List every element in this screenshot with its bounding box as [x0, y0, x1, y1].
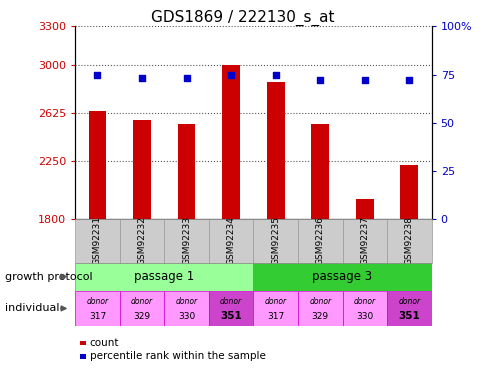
Bar [209, 219, 253, 262]
Point [316, 77, 323, 83]
Bar [209, 291, 253, 326]
Text: 351: 351 [398, 311, 419, 321]
Text: individual: individual [5, 303, 59, 313]
Bar [342, 291, 386, 326]
Text: donor: donor [309, 297, 331, 306]
Text: passage 3: passage 3 [312, 270, 372, 283]
Text: passage 1: passage 1 [134, 270, 194, 283]
Bar [164, 291, 209, 326]
Point [405, 77, 412, 83]
Bar [297, 291, 342, 326]
Point [182, 75, 190, 81]
Bar [297, 219, 342, 262]
Bar [266, 82, 284, 219]
Text: GSM92233: GSM92233 [182, 216, 191, 266]
Bar [75, 262, 253, 291]
Bar [311, 124, 329, 219]
Text: 317: 317 [89, 312, 106, 321]
Bar [400, 165, 417, 219]
Point [227, 72, 235, 78]
Text: count: count [90, 338, 119, 348]
Text: donor: donor [264, 297, 286, 306]
Point [93, 72, 101, 78]
Bar [177, 124, 195, 219]
Bar [355, 199, 373, 219]
Bar [253, 262, 431, 291]
Text: 330: 330 [178, 312, 195, 321]
Bar [75, 291, 120, 326]
Text: GSM92237: GSM92237 [360, 216, 368, 266]
Point [271, 72, 279, 78]
Bar [342, 219, 386, 262]
Text: GSM92234: GSM92234 [226, 216, 235, 266]
Text: percentile rank within the sample: percentile rank within the sample [90, 351, 265, 361]
Text: GSM92236: GSM92236 [315, 216, 324, 266]
Text: 330: 330 [355, 312, 373, 321]
Point [360, 77, 368, 83]
Bar [253, 291, 297, 326]
Text: growth protocol: growth protocol [5, 272, 92, 282]
Text: 351: 351 [220, 311, 242, 321]
Text: donor: donor [175, 297, 197, 306]
Text: donor: donor [86, 297, 108, 306]
Bar [222, 65, 240, 219]
Text: 329: 329 [133, 312, 150, 321]
Text: 317: 317 [267, 312, 284, 321]
Point [138, 75, 146, 81]
Bar [164, 219, 209, 262]
Bar [253, 219, 297, 262]
Bar [120, 291, 164, 326]
Text: GSM92238: GSM92238 [404, 216, 413, 266]
Bar [75, 219, 120, 262]
Text: GSM92231: GSM92231 [93, 216, 102, 266]
Text: donor: donor [131, 297, 153, 306]
Bar [133, 120, 151, 219]
Text: GSM92235: GSM92235 [271, 216, 280, 266]
Bar [120, 219, 164, 262]
Text: 329: 329 [311, 312, 328, 321]
Text: GDS1869 / 222130_s_at: GDS1869 / 222130_s_at [151, 9, 333, 26]
Bar [386, 291, 431, 326]
Text: donor: donor [220, 297, 242, 306]
Text: GSM92232: GSM92232 [137, 216, 146, 266]
Text: donor: donor [353, 297, 375, 306]
Bar [89, 111, 106, 219]
Text: donor: donor [397, 297, 420, 306]
Bar [386, 219, 431, 262]
